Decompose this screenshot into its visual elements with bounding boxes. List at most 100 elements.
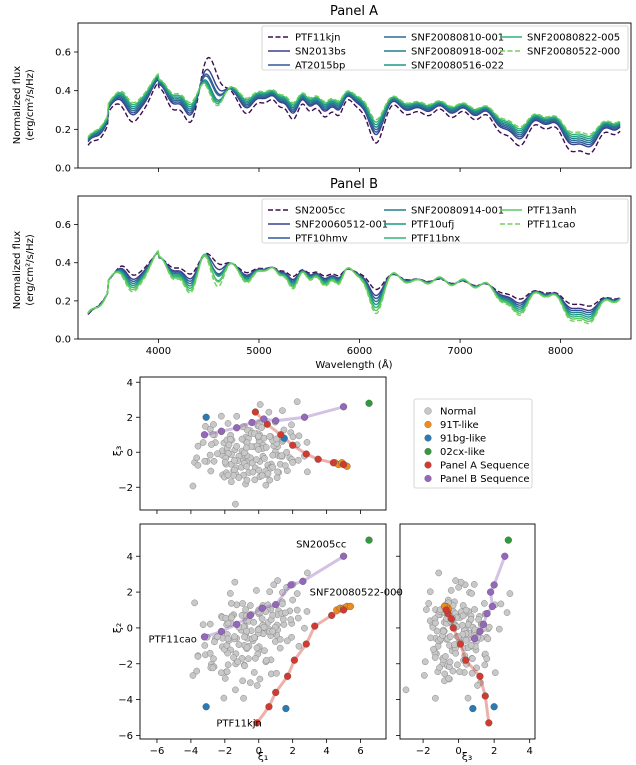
panelA-point [456,640,464,648]
scatter1-ticks: −2 0 2 4 [118,378,361,514]
panel-a-ticks: 0.0 0.2 0.4 0.6 [55,48,562,175]
xtick-label: −4 [184,746,199,757]
normal-point [262,444,270,451]
normal-point [281,462,289,470]
normal-point [251,654,259,662]
scatter3-xlabel: ξ₃ [462,750,473,763]
scatter-xi3-xi2: ξ₃ −2 0 2 4 [396,523,536,763]
panelB-point [479,620,488,628]
legend-label-panelB: Panel B Sequence [440,474,530,485]
normal-point [464,694,472,702]
normal-point [218,412,225,420]
annotation-PTF11cao: PTF11cao [148,634,196,645]
normal-point [431,654,439,661]
panelB-point [490,581,498,589]
scatter3-frame [399,523,536,740]
scatter1-points [189,398,373,508]
normal-point [231,578,239,586]
normal-point [276,636,284,643]
normal-point [469,655,476,663]
legend-marker-panelB [424,474,432,483]
normal-point [474,682,481,689]
normal-point [208,441,215,448]
panelB-point [246,611,254,619]
legend-label: PTF11cao [527,220,575,231]
normal-point [224,661,232,669]
series-line-PTF13anh [87,249,621,322]
normal-point [449,667,457,675]
ytick-label: 2 [127,588,133,599]
normal-point [304,468,311,476]
normal-point [243,463,250,470]
xtick-label: 0 [455,746,461,757]
legend-label: SNF20080918-002 [411,47,504,58]
series-line-SNF20080516-022 [87,74,621,140]
panelB-point [200,633,209,641]
panelA-point [290,656,298,664]
panelB-point [299,577,307,585]
scatter2-ticks: −6 −4 −2 0 2 4 −6 −4 −2 0 2 4 6 [118,552,363,757]
normal-point [255,432,262,440]
normal-point [260,623,268,631]
normal-point [441,670,449,678]
series-line-AT2015bp [87,73,621,146]
legend-label: SN2005cc [295,206,345,217]
legend-label: SNF20080914-001 [411,206,504,217]
normal-point [211,638,218,646]
series-line-PTF10hmv [87,250,621,315]
scatter1-frame [139,376,387,511]
panelA-point [263,420,271,428]
normal-point [246,679,254,687]
legend-label: PTF10ufj [411,220,454,231]
panelA-point [314,455,322,463]
legend-label-bg91: 91bg-like [440,434,486,445]
panel-a-ylabel-line1: Normalized flux [12,66,23,145]
normal-point [242,444,250,452]
legend-label: SN2013bs [295,47,346,58]
normal-point [427,634,434,642]
ytick-label: 4 [127,378,133,389]
legend-box [413,398,533,489]
normal-point [402,686,410,694]
normal-point [251,634,258,641]
panelB-point [217,627,226,636]
scatter2-frame [139,523,387,740]
panelA-point [447,615,456,623]
normal-point [232,500,239,508]
normal-point [442,653,449,660]
xtick-label: 6 [357,746,363,757]
ytick-label: 0.6 [55,220,71,231]
panelB-point [233,424,241,432]
normal-point [446,658,454,666]
normal-point [260,434,268,442]
normal-point [233,412,241,420]
legend-marker-panelA [424,461,432,469]
legend-label: SNF20080516-022 [411,61,504,72]
normal-point [191,599,198,607]
ytick-label: −2 [118,659,133,670]
panelB-point [339,552,348,560]
panelA-point [449,624,457,632]
normal-point [273,669,280,677]
normal-point [206,425,214,433]
normal-point [473,664,480,672]
series-line-SN2005cc [87,251,621,316]
normal-point [189,672,197,679]
normal-point [230,654,237,661]
series-line-SNF20080918-002 [87,75,621,142]
panelA-point [462,656,470,664]
xtick-label: −2 [217,746,232,757]
ytick-label: 0.6 [55,48,71,59]
normal-point [294,456,302,464]
panelB-point [233,620,241,628]
normal-point [462,606,470,614]
bg91-point [490,703,498,711]
normal-point [227,478,235,486]
normal-point [222,614,230,622]
normal-point [497,600,505,608]
xtick-label: 6000 [347,346,372,357]
normal-point [454,661,461,669]
normal-point [199,439,207,446]
series-line-PTF10ufj [87,250,621,318]
normal-point [283,448,291,456]
